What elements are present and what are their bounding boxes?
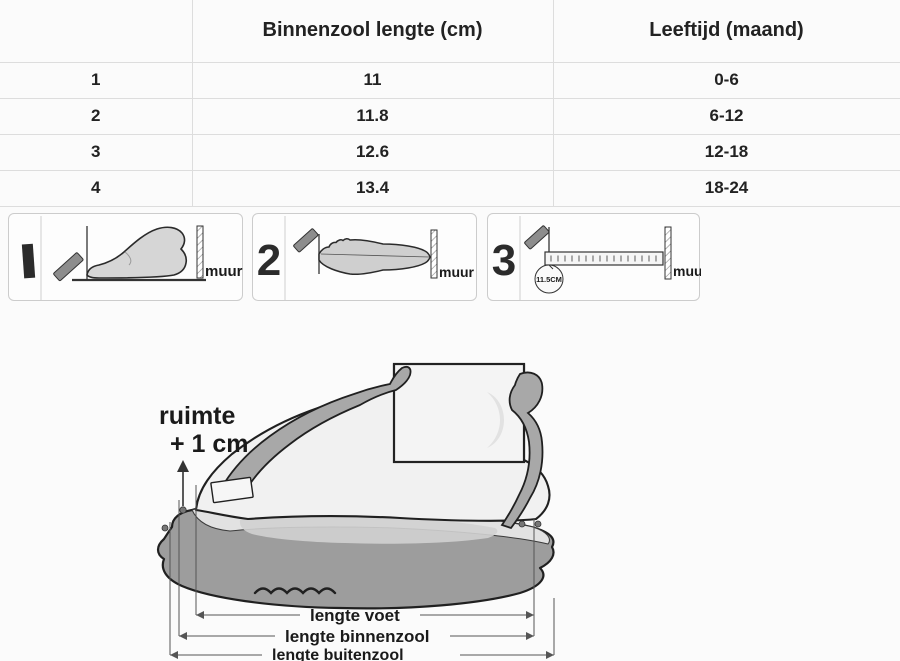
svg-text:muur: muur — [205, 263, 243, 280]
svg-text:lengte voet: lengte voet — [310, 606, 400, 625]
svg-text:+ 1 cm: + 1 cm — [170, 430, 249, 458]
svg-text:11.5CM: 11.5CM — [536, 275, 562, 284]
svg-text:2: 2 — [257, 236, 281, 285]
svg-text:lengte binnenzool: lengte binnenzool — [285, 627, 430, 646]
svg-text:3: 3 — [492, 236, 516, 285]
svg-text:lengte buitenzool: lengte buitenzool — [272, 647, 404, 661]
svg-text:muur: muur — [439, 264, 475, 280]
svg-text:ruimte: ruimte — [159, 402, 236, 430]
svg-text:muur: muur — [673, 263, 701, 279]
